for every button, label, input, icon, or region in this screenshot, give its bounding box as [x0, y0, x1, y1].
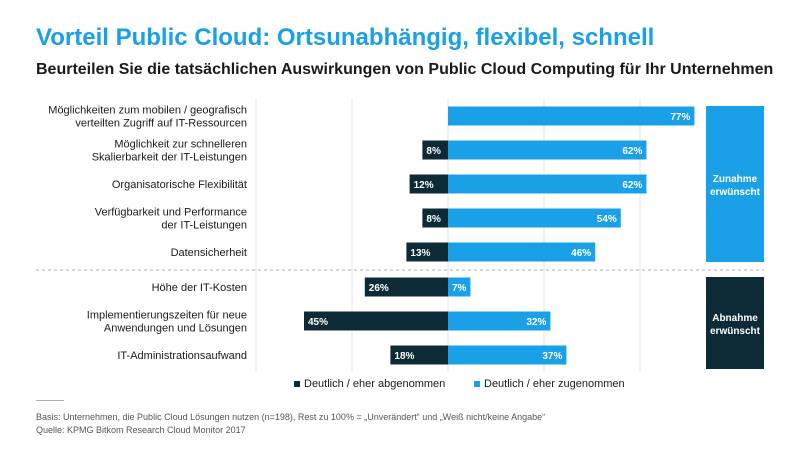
bar-increased-3 [448, 208, 621, 228]
bar-increased-1 [448, 140, 647, 160]
bar-decreased-1 [422, 140, 448, 160]
footnote-divider [36, 400, 64, 401]
bar-decreased-6 [304, 311, 448, 331]
value-label-increased-5: 7% [452, 283, 467, 294]
category-label-6: Implementierungszeiten für neue Anwendung… [87, 310, 247, 335]
value-label-decreased-3: 8% [426, 214, 441, 225]
value-label-decreased-2: 12% [414, 180, 434, 191]
category-label-1: Möglichkeit zur schnelleren Skalierbarkei… [92, 139, 247, 164]
value-label-decreased-6: 45% [308, 317, 328, 328]
group-box-1 [706, 277, 764, 369]
legend-item-decreased: Deutlich / eher abgenommen [294, 378, 445, 390]
footnote-source: Quelle: KPMG Bitkom Research Cloud Monit… [36, 425, 246, 435]
value-label-increased-0: 77% [670, 112, 690, 123]
bar-decreased-7 [390, 345, 448, 365]
bar-increased-7 [448, 345, 567, 365]
chart-title: Vorteil Public Cloud: Ortsunabhängig, fl… [36, 24, 655, 51]
value-label-decreased-4: 13% [410, 248, 430, 259]
bar-increased-2 [448, 174, 647, 194]
value-label-decreased-7: 18% [394, 351, 414, 362]
bar-increased-6 [448, 311, 551, 331]
bar-decreased-5 [364, 277, 448, 297]
category-label-0: Möglichkeiten zum mobilen / geografisch v… [48, 105, 247, 130]
value-label-decreased-5: 26% [369, 283, 389, 294]
category-label-3: Verfügbarkeit und Performance der IT-Leis… [95, 207, 247, 232]
legend-label-decreased: Deutlich / eher abgenommen [304, 378, 446, 390]
value-label-increased-2: 62% [622, 180, 642, 191]
chart-subtitle: Beurteilen Sie die tatsächlichen Auswirk… [36, 61, 774, 78]
value-label-increased-3: 54% [597, 214, 617, 225]
bar-decreased-3 [422, 208, 448, 228]
group-box-0 [706, 106, 764, 262]
category-label-2: Organisatorische Flexibilität [112, 179, 247, 191]
legend-swatch-decreased [294, 381, 300, 387]
legend-label-increased: Deutlich / eher zugenommen [484, 378, 625, 390]
bar-increased-4 [448, 242, 596, 262]
value-label-increased-7: 37% [542, 351, 562, 362]
legend-swatch-increased [474, 381, 480, 387]
legend-item-increased: Deutlich / eher zugenommen [474, 378, 625, 390]
diverging-bar-chart: Möglichkeiten zum mobilen / geografisch v… [36, 98, 764, 372]
bar-increased-5 [448, 277, 471, 297]
category-label-5: Höhe der IT-Kosten [152, 282, 247, 294]
group-label-1: Abnahme erwünscht [710, 313, 761, 337]
category-label-4: Datensicherheit [171, 247, 247, 259]
group-label-0: Zunahme erwünscht [710, 174, 761, 198]
value-label-increased-4: 46% [571, 248, 591, 259]
bar-decreased-4 [406, 242, 448, 262]
bar-increased-0 [448, 106, 695, 126]
footnote-basis: Basis: Unternehmen, die Public Cloud Lös… [36, 412, 546, 422]
bar-decreased-2 [409, 174, 448, 194]
category-label-7: IT-Administrationsaufwand [117, 350, 247, 362]
value-label-decreased-1: 8% [426, 146, 441, 157]
value-label-increased-1: 62% [622, 146, 642, 157]
value-label-increased-6: 32% [526, 317, 546, 328]
